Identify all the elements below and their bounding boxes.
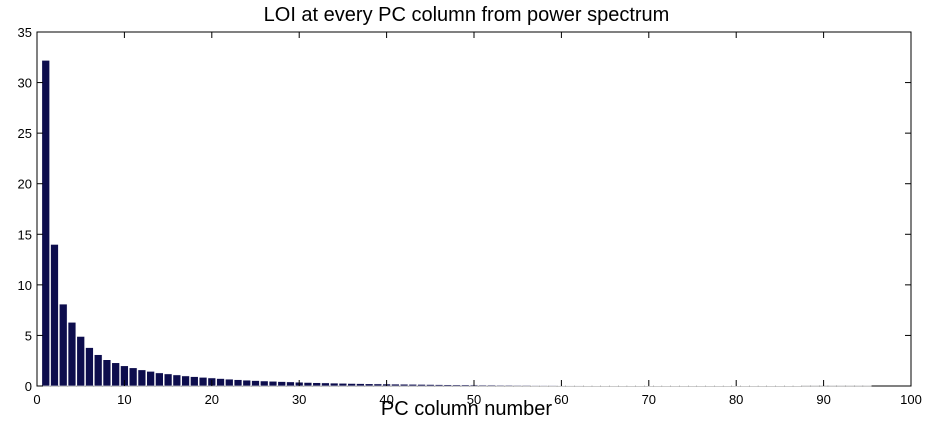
bar: [155, 372, 164, 387]
y-tick-label: 15: [18, 227, 32, 242]
bar: [67, 321, 77, 387]
bar: [137, 369, 147, 387]
y-tick-label: 25: [18, 126, 32, 141]
bar: [522, 384, 531, 387]
bar: [41, 60, 50, 387]
bar: [364, 383, 374, 387]
bar: [251, 380, 260, 387]
x-tick-label: 60: [554, 392, 568, 407]
bar: [128, 367, 138, 387]
bar: [233, 379, 243, 387]
bar: [338, 382, 348, 387]
bar: [356, 383, 365, 387]
bar: [329, 382, 339, 387]
bar: [530, 384, 540, 387]
bar: [373, 383, 383, 387]
bar: [504, 384, 514, 387]
bar: [268, 380, 278, 387]
bar: [102, 359, 112, 387]
bar: [303, 382, 313, 387]
ticks-group: 0 10 20 30 40 50 60 70 80 90 100 0 5 10 15 20 25 30 35: [18, 25, 922, 407]
bar: [434, 384, 444, 387]
bar: [277, 381, 286, 387]
x-tick-label: 80: [729, 392, 743, 407]
bar: [461, 384, 470, 387]
x-tick-label: 90: [816, 392, 830, 407]
x-axis-label: PC column number: [380, 398, 553, 420]
bar: [609, 385, 619, 387]
bar: [225, 378, 234, 387]
bar: [198, 376, 208, 387]
bar: [50, 244, 59, 387]
plot-area: [36, 31, 912, 387]
bar: [452, 384, 461, 387]
x-tick-label: 30: [292, 392, 306, 407]
x-tick-label: 10: [117, 392, 131, 407]
y-tick-label: 0: [25, 379, 32, 394]
y-tick-label: 30: [18, 76, 32, 91]
bar: [399, 383, 409, 387]
bar: [478, 384, 487, 387]
y-tick-label: 5: [25, 328, 32, 343]
x-tick-label: 0: [33, 392, 40, 407]
bar: [58, 303, 68, 387]
x-tick-label: 50: [467, 392, 481, 407]
bar: [216, 378, 225, 387]
bar: [312, 382, 321, 387]
bar: [347, 383, 356, 387]
bar: [417, 384, 426, 387]
bar: [321, 382, 330, 387]
bar: [495, 384, 505, 387]
bar: [487, 384, 496, 387]
bar: [146, 371, 155, 387]
x-tick-label: 40: [379, 392, 393, 407]
bar: [181, 375, 190, 387]
bar: [111, 362, 120, 387]
bar: [565, 385, 575, 387]
chart-title: LOI at every PC column from power spectr…: [263, 4, 670, 26]
bar: [286, 381, 295, 387]
bar: [426, 384, 435, 387]
bar: [592, 385, 601, 387]
bar: [190, 376, 199, 387]
bar: [574, 385, 584, 387]
bar: [548, 384, 557, 387]
y-tick-label: 20: [18, 177, 32, 192]
bar: [76, 336, 85, 387]
x-tick-label: 70: [642, 392, 656, 407]
bar: [513, 384, 522, 387]
bar: [443, 384, 453, 387]
x-tick-label: 20: [205, 392, 219, 407]
bar: [93, 354, 103, 387]
bar: [600, 385, 610, 387]
bar: [172, 374, 182, 387]
bar: [583, 385, 592, 387]
bar: [408, 383, 418, 387]
bar: [539, 384, 549, 387]
bar: [242, 379, 252, 387]
y-tick-label: 10: [18, 278, 32, 293]
x-tick-label: 100: [900, 392, 922, 407]
bars-group: [41, 60, 872, 387]
bar: [260, 380, 269, 387]
bar: [163, 373, 173, 387]
y-tick-label: 35: [18, 25, 32, 40]
bar: [85, 347, 94, 387]
bar: [391, 383, 400, 387]
